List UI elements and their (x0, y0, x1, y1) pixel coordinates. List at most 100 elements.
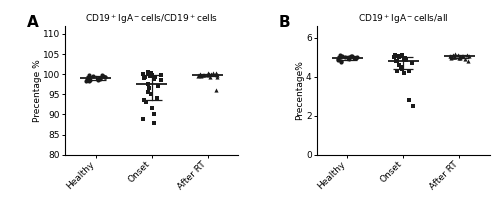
Title: CD19$^+$IgA$^-$cells/CD19$^+$cells: CD19$^+$IgA$^-$cells/CD19$^+$cells (85, 12, 218, 26)
Point (212, 73, 220, 77)
Point (350, 56, 358, 60)
Point (392, 59, 400, 63)
Point (142, 101, 150, 104)
Point (352, 56, 360, 60)
Point (207, 72, 215, 75)
Point (450, 55, 458, 59)
Point (398, 67, 406, 71)
Point (157, 78, 165, 82)
Point (144, 72, 152, 75)
Point (464, 54, 472, 58)
Point (452, 55, 460, 59)
Point (464, 59, 472, 63)
Point (396, 65, 404, 69)
Point (212, 72, 220, 75)
Point (148, 107, 156, 110)
Point (101, 76, 109, 79)
Point (144, 71, 152, 74)
Point (206, 75, 214, 78)
Y-axis label: Precentage%: Precentage% (296, 60, 304, 120)
Point (144, 83, 152, 86)
Point (94, 78, 102, 82)
Point (154, 97, 162, 100)
Point (449, 53, 457, 57)
Point (402, 58, 409, 62)
Point (447, 56, 455, 60)
Point (148, 73, 156, 77)
Point (146, 74, 154, 78)
Point (101, 75, 109, 78)
Point (348, 54, 356, 58)
Point (154, 84, 162, 88)
Point (456, 56, 464, 60)
Point (150, 121, 158, 124)
Point (395, 54, 403, 58)
Point (140, 99, 147, 102)
Point (150, 113, 158, 116)
Point (461, 57, 469, 61)
Point (212, 72, 220, 75)
Point (448, 55, 456, 59)
Point (395, 63, 403, 67)
Point (338, 54, 345, 58)
Text: A: A (27, 15, 38, 31)
Point (406, 98, 413, 102)
Point (452, 52, 460, 56)
Point (334, 57, 342, 61)
Point (346, 57, 354, 61)
Point (94, 77, 102, 80)
Point (346, 55, 354, 59)
Point (198, 74, 205, 78)
Point (337, 60, 345, 64)
Point (405, 69, 413, 72)
Point (194, 74, 202, 78)
Point (144, 91, 152, 94)
Point (402, 56, 409, 60)
Point (152, 75, 160, 79)
Point (336, 55, 344, 59)
Point (213, 75, 221, 79)
Point (393, 69, 401, 72)
Point (454, 53, 462, 57)
Point (337, 59, 345, 63)
Point (400, 57, 408, 61)
Point (334, 58, 342, 62)
Point (99, 74, 107, 78)
Point (408, 61, 416, 65)
Point (196, 72, 204, 76)
Point (89, 74, 97, 78)
Point (199, 74, 207, 77)
Point (96, 76, 104, 80)
Point (336, 53, 344, 57)
Point (146, 71, 154, 75)
Point (86, 79, 94, 83)
Point (145, 87, 153, 90)
Point (390, 55, 398, 59)
Point (353, 55, 361, 59)
Point (83, 78, 91, 81)
Point (212, 89, 220, 92)
Point (82, 79, 90, 82)
Point (204, 73, 212, 77)
Point (348, 54, 356, 58)
Point (209, 71, 217, 74)
Point (341, 55, 349, 59)
Point (390, 53, 398, 57)
Point (459, 54, 467, 58)
Point (458, 54, 466, 58)
Point (464, 53, 471, 57)
Point (392, 59, 400, 63)
Text: B: B (278, 15, 290, 31)
Y-axis label: Precentage %: Precentage % (32, 59, 42, 122)
Point (98, 74, 106, 77)
Point (400, 71, 407, 74)
Point (138, 117, 146, 120)
Point (150, 77, 158, 81)
Point (86, 78, 94, 81)
Point (141, 76, 149, 79)
Point (157, 74, 165, 77)
Point (446, 54, 454, 58)
Point (140, 77, 148, 80)
Point (398, 53, 406, 57)
Point (408, 104, 416, 108)
